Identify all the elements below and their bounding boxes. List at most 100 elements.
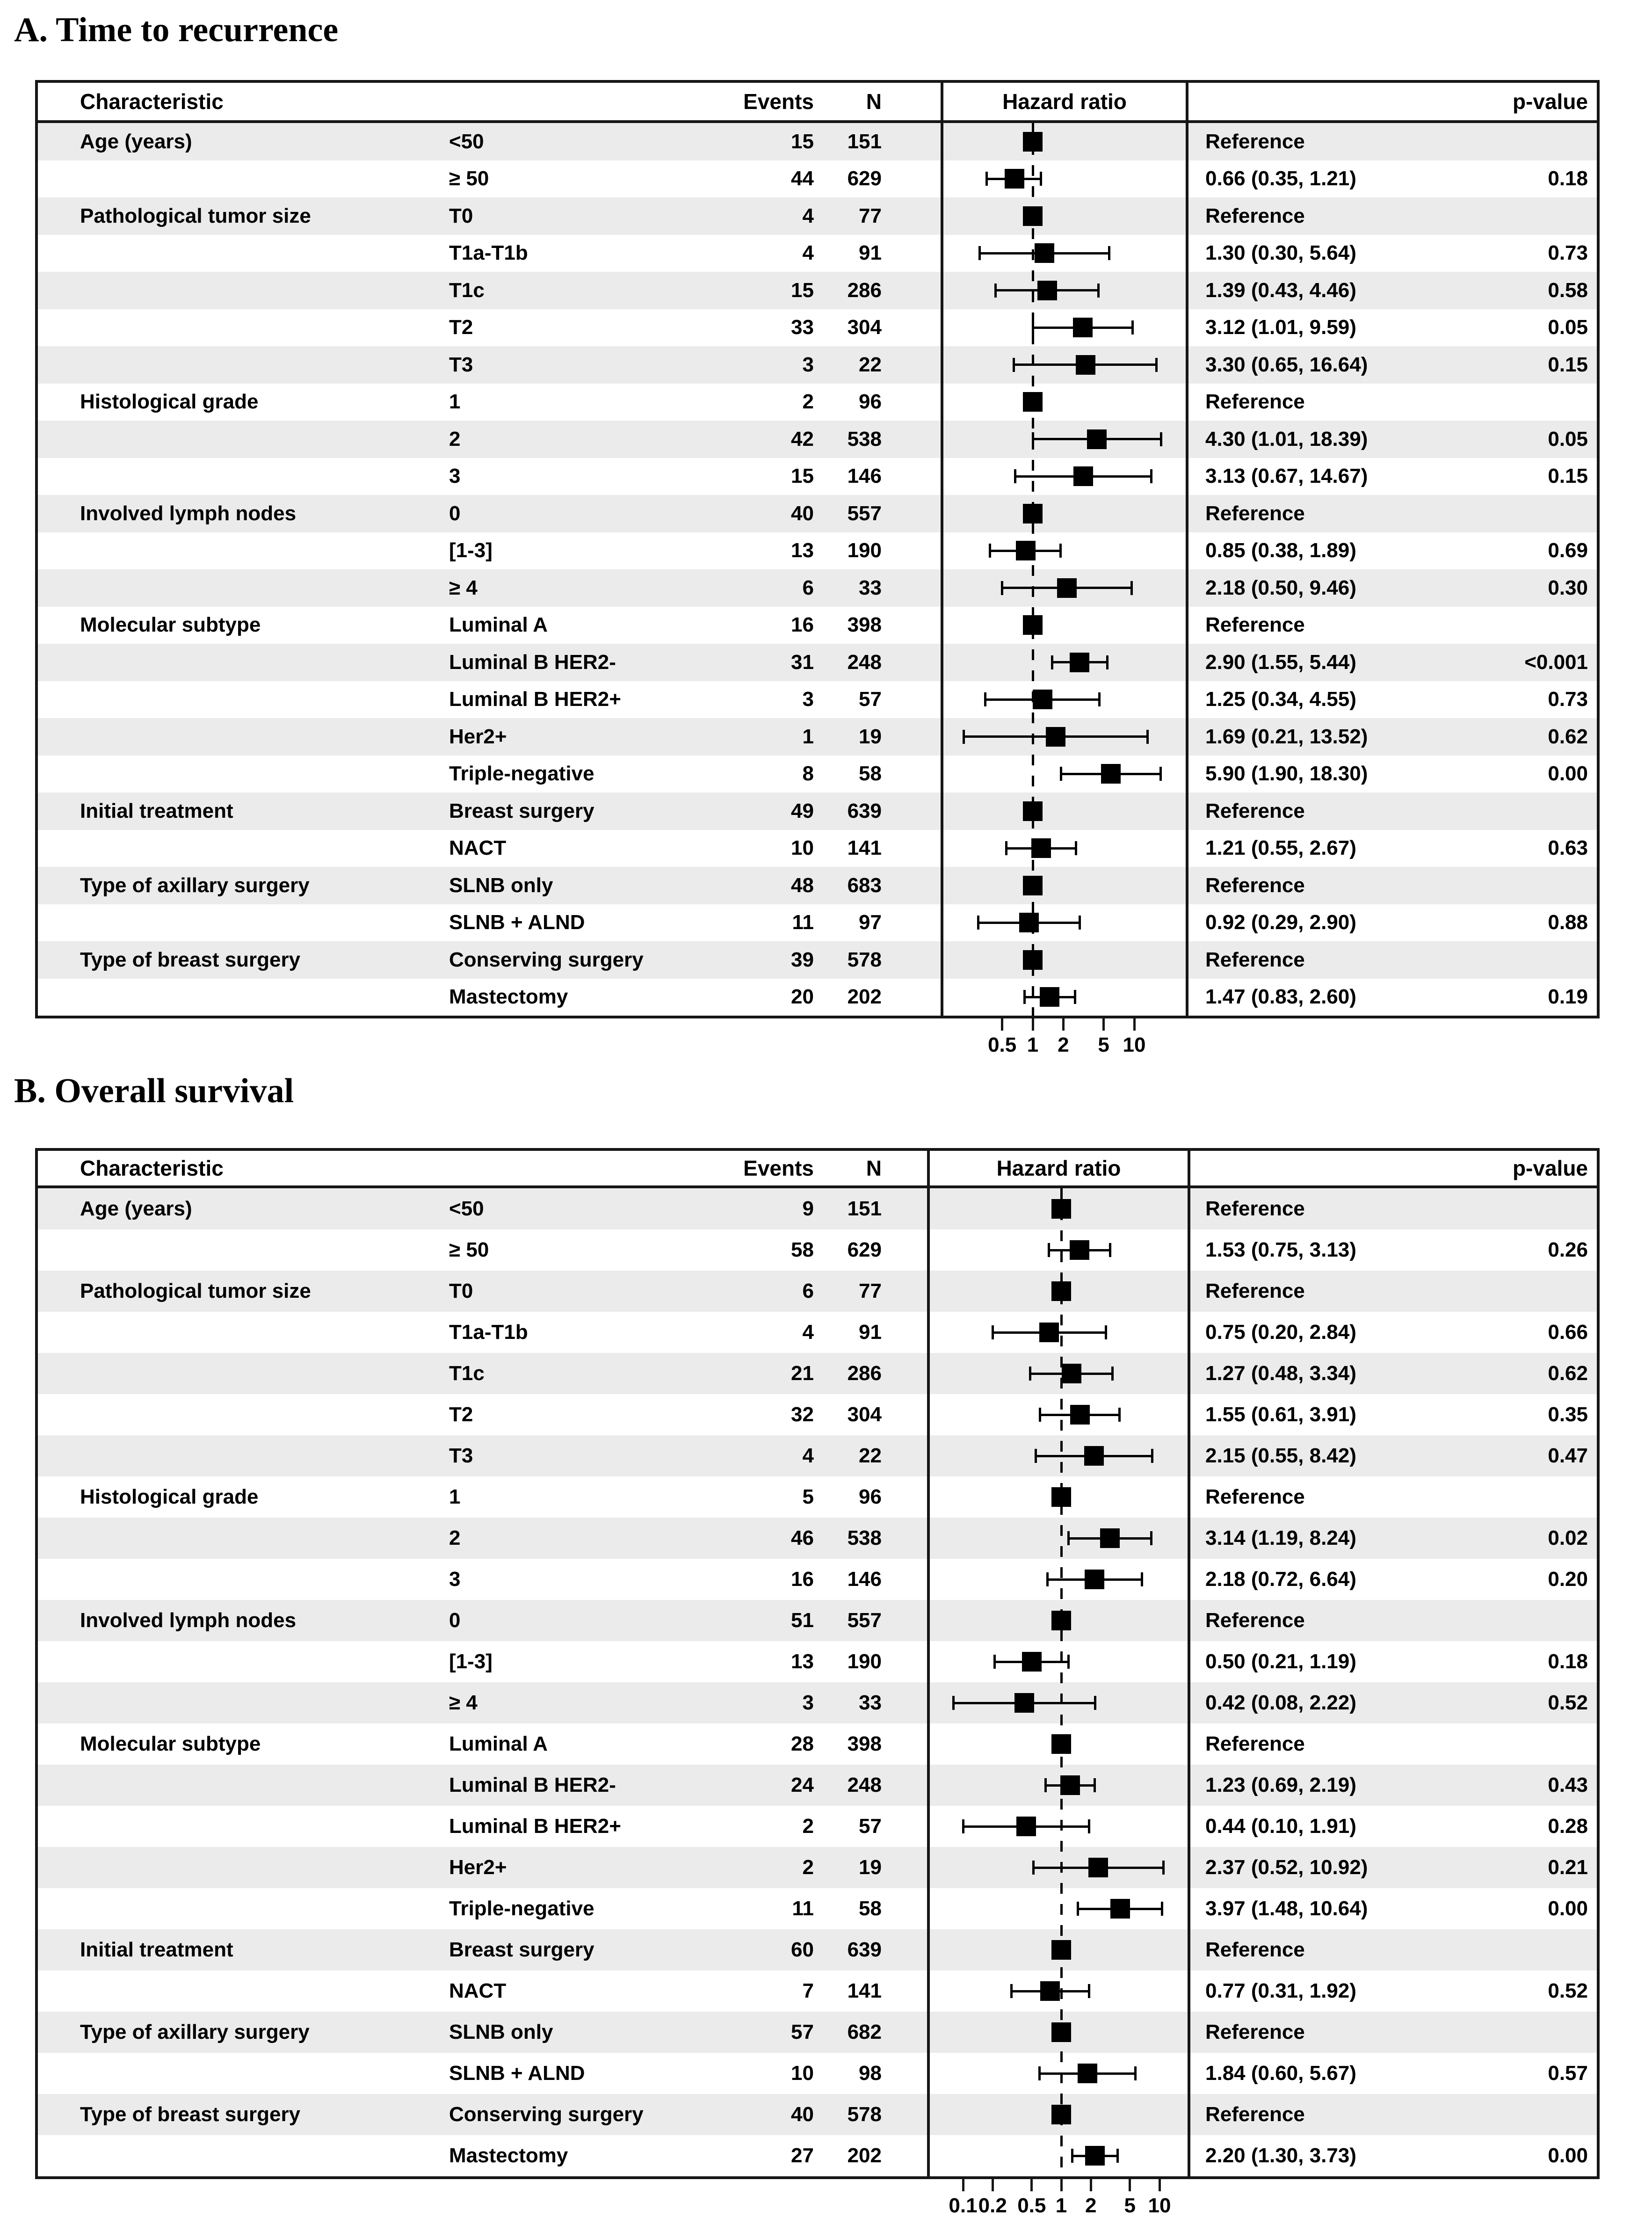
p-value-text: 0.28	[1548, 1815, 1588, 1838]
axis-tick	[1001, 1018, 1004, 1031]
table-row	[38, 1847, 1597, 1888]
ci-cap-low	[1005, 841, 1008, 856]
axis-tick-label: 2	[1058, 1033, 1069, 1056]
ci-cap-low	[1077, 1902, 1080, 1916]
n-value: 96	[859, 390, 882, 414]
hr-point-marker	[1051, 2022, 1071, 2042]
events-value: 7	[802, 1979, 814, 2002]
p-value-text: 0.73	[1548, 241, 1588, 265]
axis-tick-label: 0.2	[978, 2194, 1007, 2217]
ci-cap-high	[1162, 1861, 1165, 1875]
hazard-ratio-text: 0.85 (0.38, 1.89)	[1205, 539, 1356, 562]
ci-cap-high	[1106, 655, 1109, 669]
ci-cap-low	[978, 246, 981, 261]
n-value: 286	[847, 278, 882, 302]
p-value-text: 0.57	[1548, 2062, 1588, 2085]
ci-cap-high	[1067, 1655, 1070, 1669]
ci-cap-low	[1051, 655, 1053, 669]
column-header-p-value: p-value	[1512, 1156, 1588, 1180]
p-value-text: 0.30	[1548, 576, 1588, 599]
characteristic-group-label: Initial treatment	[80, 799, 233, 822]
characteristic-level-label: 1	[449, 1485, 461, 1508]
events-value: 31	[791, 650, 814, 674]
n-value: 683	[847, 873, 882, 897]
characteristic-level-label: Luminal B HER2-	[449, 650, 616, 674]
hr-point-marker	[1073, 318, 1093, 338]
p-value-text: 0.20	[1548, 1568, 1588, 1591]
hazard-ratio-text: 0.44 (0.10, 1.91)	[1205, 1815, 1356, 1838]
events-value: 4	[802, 1321, 814, 1344]
hazard-ratio-text: 3.30 (0.65, 16.64)	[1205, 353, 1368, 376]
hr-point-marker	[1040, 1981, 1060, 2001]
ci-cap-low	[963, 729, 965, 744]
characteristic-group-label: Age (years)	[80, 130, 192, 153]
plot-column-right-border	[1188, 1151, 1190, 2176]
table-row	[38, 941, 1597, 979]
hr-point-marker	[1023, 503, 1043, 523]
p-value-text: 0.18	[1548, 167, 1588, 190]
events-value: 4	[802, 1444, 814, 1467]
hazard-ratio-text: Reference	[1205, 390, 1305, 414]
axis-tick	[1102, 1018, 1105, 1031]
characteristic-level-label: SLNB + ALND	[449, 2062, 585, 2085]
table-row	[38, 2094, 1597, 2135]
ci-cap-high	[1111, 1367, 1114, 1381]
panel-b-title: B. Overall survival	[14, 1072, 294, 1110]
hazard-ratio-text: 3.12 (1.01, 9.59)	[1205, 316, 1356, 339]
hr-point-marker	[1051, 1734, 1071, 1754]
ci-cap-low	[1012, 357, 1015, 372]
ci-cap-low	[1014, 469, 1016, 484]
characteristic-level-label: Luminal B HER2-	[449, 1774, 616, 1796]
hazard-ratio-text: 1.84 (0.60, 5.67)	[1205, 2062, 1356, 2085]
characteristic-group-label: Pathological tumor size	[80, 1279, 311, 1302]
ci-cap-low	[1001, 581, 1004, 595]
ci-cap-high	[1150, 469, 1152, 484]
characteristic-group-label: Molecular subtype	[80, 1732, 261, 1755]
ci-cap-low	[1038, 2066, 1041, 2080]
ci-cap-high	[1151, 1449, 1153, 1463]
hazard-ratio-text: 0.50 (0.21, 1.19)	[1205, 1650, 1356, 1673]
characteristic-level-label: T1c	[449, 1362, 485, 1385]
n-value: 538	[847, 427, 882, 451]
characteristic-group-label: Molecular subtype	[80, 613, 261, 637]
table-row	[38, 1312, 1597, 1353]
ci-cap-low	[1023, 990, 1026, 1004]
hr-point-marker	[1070, 652, 1090, 672]
characteristic-level-label: ≥ 50	[449, 167, 489, 190]
characteristic-level-label: 2	[449, 427, 461, 451]
ci-cap-low	[962, 1819, 964, 1833]
characteristic-level-label: <50	[449, 130, 484, 153]
n-value: 22	[859, 353, 882, 376]
characteristic-level-label: <50	[449, 1197, 484, 1220]
ci-cap-high	[1159, 432, 1162, 446]
events-value: 16	[791, 613, 814, 637]
ci-cap-high	[1131, 320, 1134, 335]
n-value: 141	[847, 1979, 882, 2002]
n-value: 97	[859, 911, 882, 934]
hr-point-marker	[1040, 987, 1060, 1007]
p-value-text: 0.66	[1548, 1321, 1588, 1344]
characteristic-level-label: T0	[449, 1279, 473, 1302]
characteristic-group-label: Type of axillary surgery	[80, 2021, 310, 2043]
table-row	[38, 1641, 1597, 1682]
p-value-text: 0.69	[1548, 539, 1588, 562]
hazard-ratio-text: 2.90 (1.55, 5.44)	[1205, 650, 1356, 674]
hr-point-marker	[1023, 206, 1043, 226]
hr-point-marker	[1069, 1240, 1089, 1260]
plot-column-left-border	[941, 83, 943, 1016]
table-row	[38, 123, 1597, 160]
hr-point-marker	[1015, 541, 1036, 561]
characteristic-level-label: Breast surgery	[449, 799, 594, 822]
events-value: 3	[802, 688, 814, 711]
table-row	[38, 1271, 1597, 1312]
events-value: 13	[791, 1650, 814, 1673]
events-value: 16	[791, 1568, 814, 1591]
events-value: 10	[791, 836, 814, 860]
hr-point-marker	[1051, 1487, 1071, 1507]
hr-point-marker	[1084, 1446, 1104, 1466]
hazard-ratio-text: 3.13 (0.67, 14.67)	[1205, 465, 1368, 488]
column-header-hazard-ratio: Hazard ratio	[996, 1156, 1121, 1180]
table-row	[38, 1888, 1597, 1929]
n-value: 304	[847, 316, 882, 339]
characteristic-level-label: Triple-negative	[449, 1897, 594, 1920]
